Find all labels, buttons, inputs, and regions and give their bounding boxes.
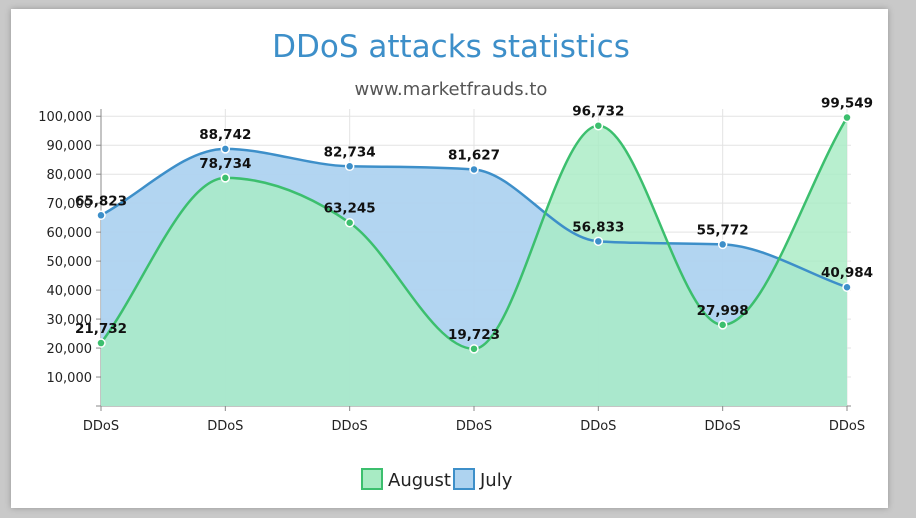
chart: DDoS attacks statistics www.marketfrauds… bbox=[38, 29, 873, 491]
point-august[interactable] bbox=[593, 120, 604, 131]
data-label-july: 82,734 bbox=[324, 144, 376, 160]
point-july[interactable] bbox=[593, 236, 604, 247]
y-tick-label: 50,000 bbox=[47, 255, 93, 270]
point-july[interactable] bbox=[717, 239, 728, 250]
y-tick-label: 10,000 bbox=[47, 371, 93, 386]
x-tick-label: DDoS bbox=[829, 419, 865, 434]
data-label-july: 55,772 bbox=[697, 222, 749, 238]
point-august[interactable] bbox=[717, 320, 728, 330]
x-tick-label: DDoS bbox=[332, 419, 368, 434]
data-label-august: 27,998 bbox=[697, 303, 749, 319]
data-label-july: 56,833 bbox=[572, 219, 624, 235]
point-july[interactable] bbox=[469, 164, 479, 175]
legend-item-july[interactable]: July bbox=[453, 468, 513, 491]
point-july[interactable] bbox=[220, 144, 231, 154]
data-labels: 21,732 78,734 63,245 19,723 96,732 27,998 99,5… bbox=[75, 96, 873, 343]
chart-title: DDoS attacks statistics bbox=[272, 29, 630, 65]
legend-label-august: August bbox=[388, 470, 451, 491]
y-tick-label: 40,000 bbox=[47, 284, 93, 299]
y-tick-label: 20,000 bbox=[47, 342, 93, 357]
data-label-august: 21,732 bbox=[75, 321, 127, 337]
point-july[interactable] bbox=[96, 210, 106, 221]
data-points bbox=[96, 112, 852, 354]
data-label-july: 65,823 bbox=[75, 193, 127, 209]
data-label-july: 81,627 bbox=[448, 147, 500, 163]
legend[interactable]: August July bbox=[361, 468, 513, 491]
y-tick-label: 70,000 bbox=[47, 197, 93, 212]
data-label-august: 63,245 bbox=[324, 201, 376, 217]
chart-card: DDoS attacks statistics www.marketfrauds… bbox=[11, 9, 888, 508]
data-label-july: 88,742 bbox=[199, 127, 251, 143]
x-tick-label: DDoS bbox=[207, 419, 243, 434]
legend-swatch-august bbox=[361, 468, 383, 490]
legend-swatch-july bbox=[453, 468, 475, 490]
data-label-july: 40,984 bbox=[821, 265, 873, 281]
x-tick-label: DDoS bbox=[580, 419, 616, 434]
y-tick-label: 30,000 bbox=[47, 313, 93, 328]
tick-labels: 10,000 20,000 30,000 40,000 50,000 60,000 70,0… bbox=[38, 110, 865, 434]
data-label-august: 78,734 bbox=[199, 156, 251, 172]
point-august[interactable] bbox=[842, 112, 852, 123]
point-july[interactable] bbox=[344, 161, 355, 172]
data-label-august: 96,732 bbox=[572, 104, 624, 120]
point-august[interactable] bbox=[344, 217, 355, 228]
x-tick-label: DDoS bbox=[83, 419, 119, 434]
point-august[interactable] bbox=[96, 338, 106, 348]
point-august[interactable] bbox=[469, 344, 479, 354]
y-tick-label: 100,000 bbox=[38, 110, 92, 125]
y-tick-label: 80,000 bbox=[47, 168, 93, 183]
y-tick-label: 60,000 bbox=[47, 226, 93, 241]
y-tick-label: 90,000 bbox=[47, 139, 93, 154]
x-tick-label: DDoS bbox=[705, 419, 741, 434]
data-label-august: 99,549 bbox=[821, 96, 873, 112]
chart-subtitle: www.marketfrauds.to bbox=[355, 79, 548, 100]
point-july[interactable] bbox=[842, 282, 852, 292]
data-label-august: 19,723 bbox=[448, 327, 500, 343]
legend-item-august[interactable]: August bbox=[361, 468, 451, 491]
point-august[interactable] bbox=[220, 173, 231, 183]
legend-label-july: July bbox=[479, 470, 513, 491]
x-tick-label: DDoS bbox=[456, 419, 492, 434]
